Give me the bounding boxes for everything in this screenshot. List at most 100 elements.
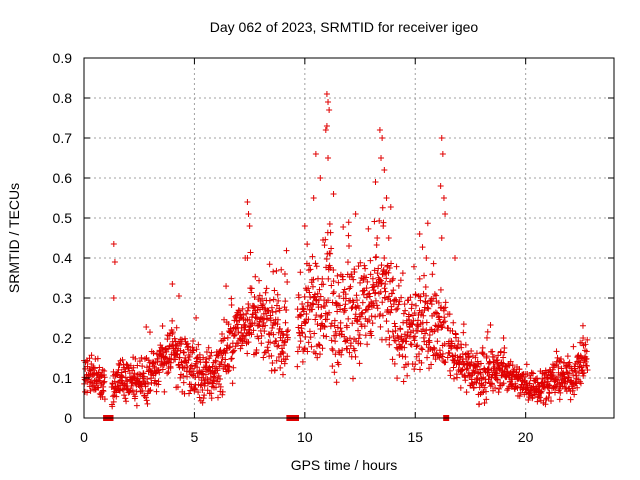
data-point [583,348,590,355]
data-point [172,356,179,363]
data-point [525,396,532,403]
data-point [401,344,408,351]
data-point [583,355,590,362]
data-point [561,375,568,382]
data-point [100,388,107,395]
data-point [383,195,390,201]
data-point [98,372,105,379]
data-point [424,304,431,311]
data-point [90,364,97,371]
y-tick-labels: 0 0.1 0.2 0.3 0.4 0.5 0.6 0.7 0.8 0.9 [53,50,73,426]
data-point [361,323,368,330]
data-point [333,379,340,386]
data-point [305,285,312,292]
data-point [180,373,187,380]
y-tick-label: 0.7 [53,130,73,146]
data-point [451,375,458,382]
data-point [214,367,221,374]
data-point [245,339,252,346]
data-point [442,304,449,311]
data-point [167,364,174,371]
data-point [345,232,352,239]
data-point [432,356,439,363]
data-point [387,309,394,316]
data-point [307,266,314,273]
data-point [367,328,374,335]
data-point [555,373,562,380]
data-point [500,380,507,387]
data-point [557,358,564,365]
data-point [517,389,524,396]
data-point [244,350,251,357]
data-point [217,383,224,390]
data-point [557,389,564,396]
data-point [180,349,187,356]
data-point [202,358,209,365]
data-point [326,309,333,316]
data-point [237,311,244,318]
data-point [389,328,396,335]
data-point [403,338,410,345]
data-point [136,358,143,365]
data-point [376,127,383,133]
data-point [284,328,291,335]
data-point [186,390,193,397]
data-point [329,363,336,370]
data-point [583,362,590,369]
data-point [559,370,566,377]
data-point [542,396,549,403]
data-point [439,323,446,330]
data-point [348,273,355,280]
data-point [320,281,327,288]
data-point [314,354,321,361]
data-point [189,344,196,351]
data-point [87,387,94,394]
data-point [267,339,274,346]
data-point [351,269,358,276]
data-point [418,359,425,366]
data-point [468,359,475,366]
data-point [323,333,330,340]
data-point [316,342,323,349]
data-point [482,388,489,395]
data-point [449,328,456,335]
data-point [232,325,239,332]
data-point [341,333,348,340]
data-point [327,323,334,330]
data-point [491,353,498,360]
data-point [396,352,403,359]
data-point [301,293,308,300]
data-point [248,331,255,338]
data-point [219,331,226,337]
data-point [101,374,108,381]
data-point [134,362,141,369]
data-point [139,363,146,370]
data-point [304,241,311,248]
data-point [428,301,435,308]
data-point [470,367,477,374]
data-point [381,254,388,261]
data-point [362,265,369,272]
data-point [420,312,427,319]
data-point [445,349,452,356]
data-point [228,295,235,302]
data-point [483,353,490,360]
data-point [161,388,168,395]
data-point [437,319,444,326]
data-point [399,270,406,277]
data-point [294,348,301,355]
data-point [316,286,323,293]
data-point [284,279,291,285]
data-point [88,352,95,359]
data-point [265,307,272,314]
data-point [566,370,573,377]
data-point [414,317,421,324]
data-point [242,324,249,331]
data-point [233,317,240,324]
y-tick-label: 0.8 [53,90,73,106]
y-tick-label: 0.9 [53,50,73,66]
data-point [374,270,381,277]
data-point [262,289,269,296]
data-point [274,343,281,350]
data-point [250,302,257,309]
